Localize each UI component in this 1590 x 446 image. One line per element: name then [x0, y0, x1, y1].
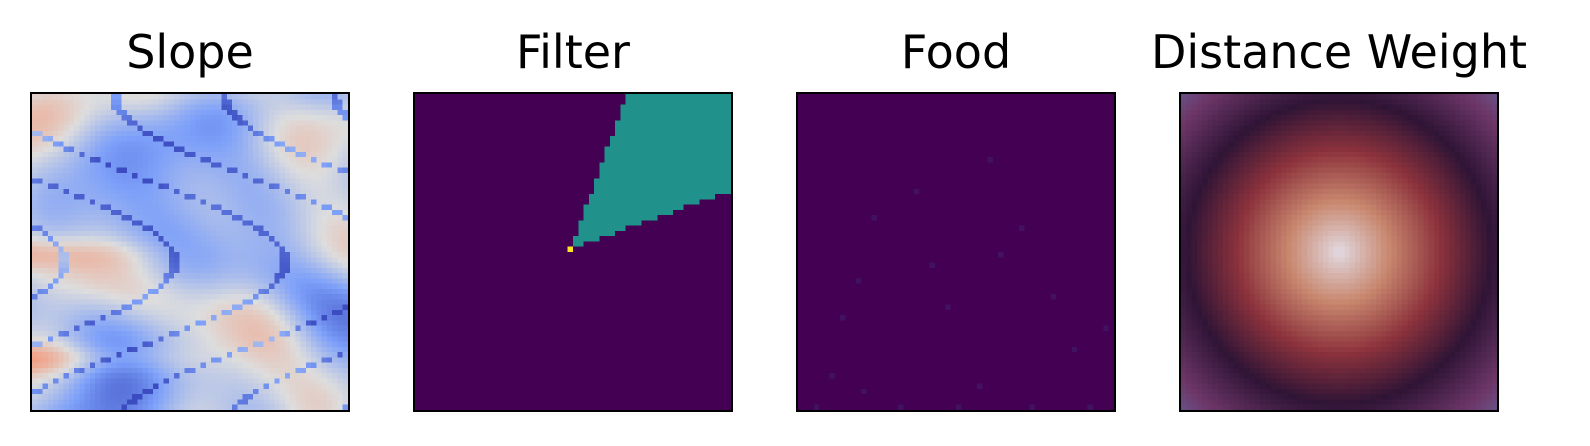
food-heatmap	[796, 92, 1116, 412]
slope-title: Slope	[126, 25, 254, 79]
filter-canvas	[415, 94, 731, 410]
distance-weight-canvas	[1181, 94, 1497, 410]
slope-canvas	[32, 94, 348, 410]
distance-weight-title: Distance Weight	[1150, 25, 1528, 79]
food-canvas	[798, 94, 1114, 410]
food-title: Food	[900, 25, 1012, 79]
slope-heatmap	[30, 92, 350, 412]
distance-weight-heatmap	[1179, 92, 1499, 412]
filter-heatmap	[413, 92, 733, 412]
filter-title: Filter	[516, 25, 630, 79]
